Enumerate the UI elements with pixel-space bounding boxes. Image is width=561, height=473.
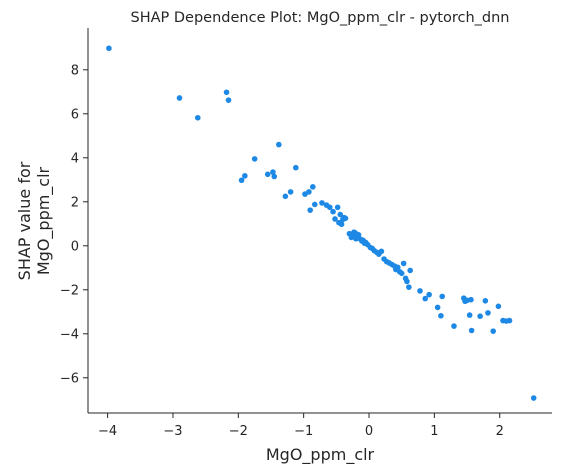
scatter-point (330, 208, 336, 215)
x-tick-label: −2 (229, 424, 248, 439)
y-axis-label-line-1: SHAP value for (15, 161, 34, 280)
scatter-point (438, 312, 444, 319)
scatter-point (485, 310, 491, 316)
x-tick-label: 1 (430, 424, 438, 439)
scatter-point (306, 189, 312, 195)
scatter-point (468, 327, 475, 334)
x-tick-label: −3 (163, 424, 182, 439)
scatter-point (176, 95, 183, 101)
scatter-point (400, 260, 407, 267)
scatter-point (337, 211, 344, 218)
scatter-point (482, 298, 489, 304)
scatter-point (422, 295, 429, 302)
y-tick-label: 8 (71, 63, 79, 78)
y-tick-label: −6 (60, 371, 79, 386)
y-tick-label: 0 (71, 239, 79, 254)
y-tick-label: 2 (71, 195, 79, 210)
scatter-point (451, 323, 457, 329)
scatter-point (310, 184, 316, 190)
scatter-point (242, 173, 248, 179)
scatter-points (106, 45, 537, 401)
y-tick-label: 4 (71, 151, 79, 166)
chart-title: SHAP Dependence Plot: MgO_ppm_clr - pyto… (131, 10, 510, 26)
scatter-point (225, 97, 232, 103)
scatter-point (276, 141, 282, 148)
scatter-point (106, 45, 112, 52)
scatter-point (311, 201, 318, 208)
scatter-point (495, 303, 502, 310)
scatter-point (406, 284, 412, 290)
scatter-point (426, 291, 432, 298)
x-tick-label: 0 (365, 424, 373, 439)
plot-area: −4 −3 −2 −1 0 1 2 −6 −4 −2 0 2 4 6 8 (60, 28, 552, 439)
scatter-point (287, 189, 294, 195)
scatter-point (251, 156, 258, 162)
scatter-point (466, 312, 473, 318)
scatter-point (223, 89, 230, 96)
scatter-point (342, 215, 349, 222)
scatter-point (270, 169, 276, 175)
y-axis-ticks: −6 −4 −2 0 2 4 6 8 (60, 63, 88, 386)
scatter-point (332, 216, 338, 222)
x-tick-label: −4 (98, 424, 117, 439)
scatter-point (355, 232, 362, 238)
scatter-point (404, 278, 410, 285)
x-tick-label: −1 (294, 424, 313, 439)
scatter-point (319, 200, 325, 206)
scatter-point (338, 221, 345, 228)
x-tick-label: 2 (496, 424, 504, 439)
scatter-point (238, 177, 245, 184)
scatter-point (334, 204, 341, 211)
y-tick-label: 6 (71, 107, 79, 122)
scatter-point (398, 270, 405, 277)
x-axis-ticks: −4 −3 −2 −1 0 1 2 (98, 413, 504, 439)
scatter-point (439, 293, 446, 300)
scatter-point (282, 193, 289, 200)
scatter-point (468, 296, 474, 303)
scatter-point (264, 171, 271, 178)
scatter-point (194, 114, 201, 121)
scatter-point (307, 207, 313, 213)
scatter-point (506, 317, 513, 324)
scatter-point (271, 173, 278, 180)
y-tick-label: −4 (60, 327, 79, 342)
scatter-point (394, 264, 401, 271)
scatter-point (490, 328, 496, 334)
scatter-point (327, 204, 333, 211)
scatter-point (293, 164, 299, 171)
scatter-point (434, 304, 441, 311)
y-axis-label-line-2: MgO_ppm_clr (34, 166, 54, 275)
scatter-point (407, 267, 413, 274)
scatter-point (477, 313, 483, 320)
y-tick-label: −2 (60, 283, 79, 298)
x-axis-label: MgO_ppm_clr (266, 445, 375, 465)
scatter-point (417, 288, 423, 294)
y-axis-label: SHAP value for MgO_ppm_clr (15, 161, 54, 280)
scatter-point (378, 248, 385, 255)
scatter-point (530, 395, 537, 401)
